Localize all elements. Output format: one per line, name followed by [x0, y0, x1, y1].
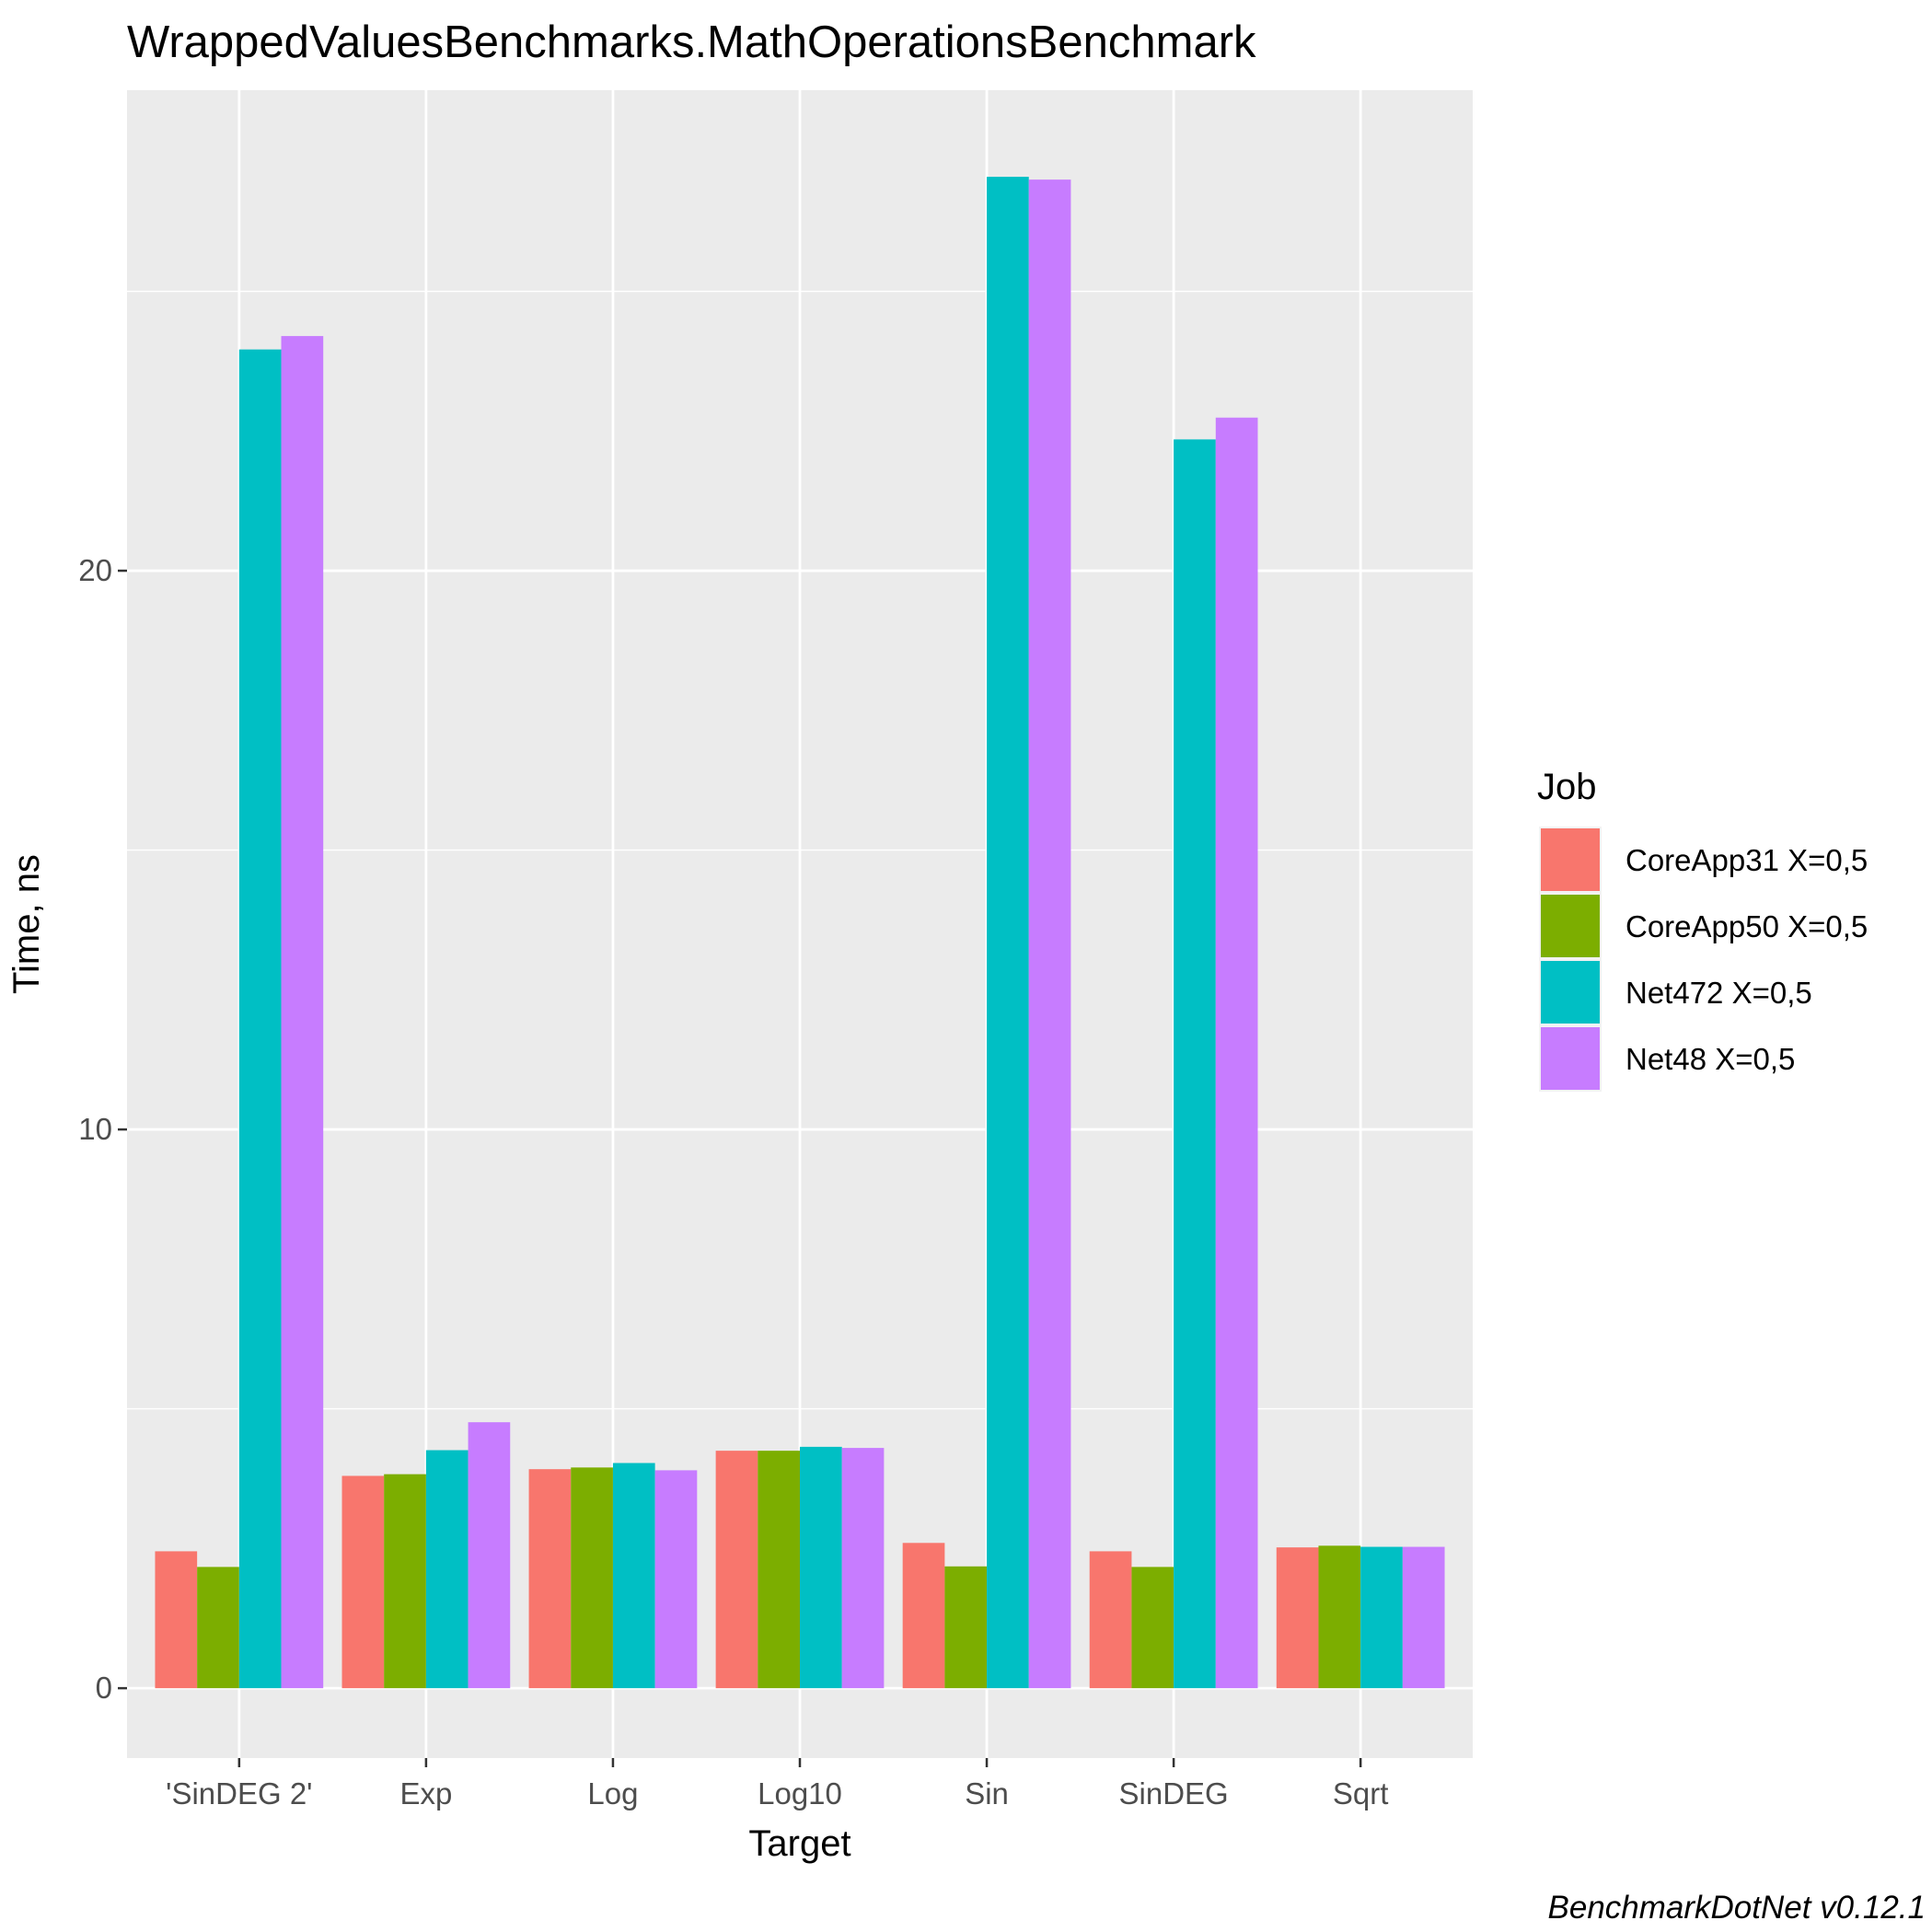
- y-tick-label: 10: [78, 1112, 112, 1146]
- x-tick-label: Exp: [399, 1776, 452, 1811]
- bar: [654, 1470, 698, 1689]
- caption: BenchmarkDotNet v0.12.1: [1548, 1890, 1926, 1926]
- bar: [528, 1469, 572, 1689]
- bar: [197, 1567, 239, 1689]
- legend-title: Job: [1537, 767, 1597, 807]
- x-axis: 'SinDEG 2' Exp Log Log10 Sin SinDEG Sqrt: [166, 1758, 1388, 1811]
- bar: [987, 177, 1029, 1689]
- bar: [238, 349, 282, 1689]
- bar: [425, 1450, 469, 1689]
- x-tick-label: SinDEG: [1119, 1776, 1229, 1811]
- y-tick-label: 0: [96, 1671, 112, 1705]
- legend-swatch: [1541, 895, 1600, 957]
- x-axis-title: Target: [748, 1823, 850, 1864]
- bar: [384, 1474, 426, 1689]
- y-tick-label: 20: [78, 553, 112, 587]
- bar: [1215, 417, 1258, 1689]
- legend-label: CoreApp31 X=0,5: [1625, 843, 1868, 877]
- bar: [1089, 1551, 1132, 1689]
- x-tick-label: Sin: [965, 1776, 1009, 1811]
- x-tick-label: 'SinDEG 2': [166, 1776, 312, 1811]
- bars: [155, 177, 1445, 1689]
- legend-label: Net472 X=0,5: [1625, 976, 1812, 1010]
- legend-label: Net48 X=0,5: [1625, 1042, 1795, 1076]
- bar: [1360, 1546, 1403, 1689]
- y-axis: 0 10 20: [78, 553, 127, 1705]
- bar: [715, 1451, 758, 1689]
- y-axis-title: Time, ns: [6, 854, 47, 994]
- bar: [1131, 1567, 1174, 1689]
- bar: [841, 1448, 885, 1689]
- chart-title: WrappedValuesBenchmarks.MathOperationsBe…: [127, 17, 1256, 67]
- bar: [571, 1467, 613, 1689]
- bar: [1174, 439, 1216, 1689]
- bar: [281, 336, 324, 1689]
- legend-swatch: [1541, 1027, 1600, 1090]
- bar: [1402, 1546, 1445, 1689]
- bar: [341, 1475, 385, 1689]
- legend-swatch: [1541, 828, 1600, 891]
- bar: [1276, 1547, 1319, 1689]
- bar: [902, 1543, 945, 1689]
- x-tick-label: Log10: [758, 1776, 842, 1811]
- legend-swatch: [1541, 961, 1600, 1024]
- bar: [612, 1463, 655, 1689]
- bar: [468, 1422, 511, 1689]
- legend-label: CoreApp50 X=0,5: [1625, 909, 1868, 943]
- bar: [800, 1446, 842, 1689]
- bar: [758, 1451, 800, 1689]
- legend: Job CoreApp31 X=0,5 CoreApp50 X=0,5 Net472…: [1537, 767, 1868, 1092]
- bar: [155, 1551, 198, 1689]
- x-tick-label: Sqrt: [1333, 1776, 1389, 1811]
- x-tick-label: Log: [587, 1776, 638, 1811]
- bar: [944, 1566, 988, 1689]
- bar: [1028, 179, 1071, 1689]
- bar: [1318, 1545, 1361, 1689]
